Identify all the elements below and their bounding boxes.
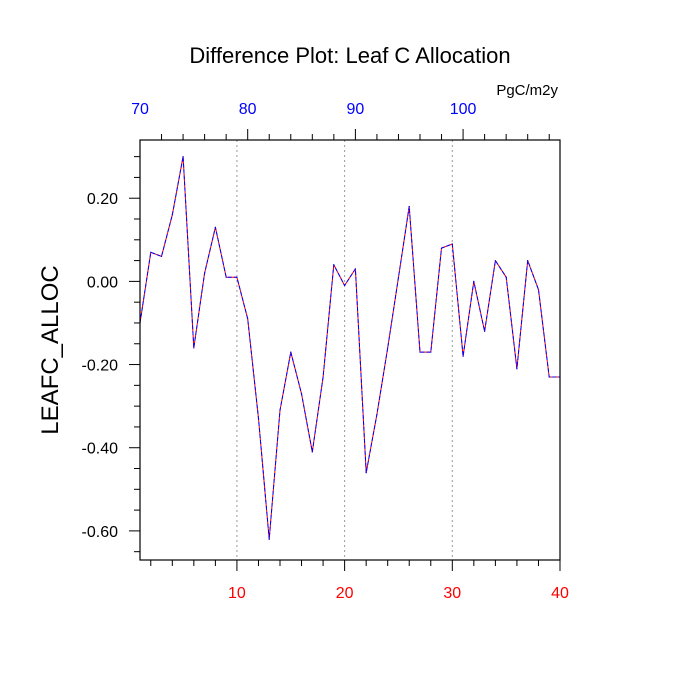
data-point	[419, 351, 421, 353]
data-point	[300, 393, 303, 395]
data-point	[344, 284, 346, 287]
y-tick-label: -0.40	[82, 441, 119, 458]
grid-layer	[236, 140, 453, 560]
data-point	[160, 255, 163, 258]
data-point	[365, 472, 367, 474]
data-point	[171, 214, 173, 216]
data-point	[214, 226, 216, 228]
units-label: PgC/m2y	[496, 82, 558, 99]
data-point	[354, 268, 356, 270]
x-tick-label: 20	[336, 585, 354, 602]
data-point	[451, 243, 453, 245]
data-point	[440, 247, 443, 249]
top-tick-label: 90	[346, 101, 364, 118]
data-point	[247, 318, 249, 320]
data-point	[537, 289, 540, 291]
series-line	[139, 156, 560, 540]
data-point	[387, 347, 389, 349]
x-tick-label: 10	[228, 585, 246, 602]
data-point	[494, 259, 496, 262]
data-point	[268, 538, 270, 540]
top-tick-label: 100	[450, 101, 477, 118]
data-point	[257, 418, 260, 420]
data-point	[548, 376, 550, 378]
labels-layer: 10 20 30 40 70 80 90 100 0.20 0.00 -0.20 -0.40 -0.60	[82, 101, 569, 602]
data-point	[484, 330, 486, 332]
data-point	[150, 251, 152, 253]
y-tick-label: -0.60	[82, 524, 119, 541]
x-tick-label: 40	[551, 585, 569, 602]
data-point	[505, 276, 507, 278]
data-point	[397, 276, 400, 278]
data-point	[473, 280, 475, 282]
data-point	[182, 156, 184, 158]
chart-title: Difference Plot: Leaf C Allocation	[189, 43, 510, 68]
series-line-overlay	[139, 156, 560, 540]
plot-frame	[139, 139, 561, 561]
data-point	[279, 409, 281, 411]
top-tick-label: 80	[239, 101, 257, 118]
axes-layer	[129, 129, 561, 571]
x-tick-label: 30	[443, 585, 461, 602]
data-point	[527, 259, 529, 262]
data-point	[322, 376, 324, 378]
y-axis-label: LEAFC_ALLOC	[37, 265, 64, 434]
data-point	[430, 351, 432, 353]
data-point	[225, 276, 227, 278]
data-point	[333, 264, 335, 266]
data-point	[204, 272, 206, 274]
series-layer	[139, 156, 561, 540]
data-point	[376, 413, 378, 416]
data-point	[311, 451, 313, 453]
data-point	[236, 276, 238, 278]
data-point	[193, 347, 195, 349]
y-tick-label: 0.00	[87, 274, 118, 291]
data-point	[516, 368, 518, 370]
top-tick-label: 70	[131, 101, 149, 118]
y-tick-label: 0.20	[87, 191, 118, 208]
y-tick-label: -0.20	[82, 358, 119, 375]
data-point	[290, 351, 292, 353]
data-point	[462, 355, 464, 357]
data-point	[408, 205, 410, 208]
